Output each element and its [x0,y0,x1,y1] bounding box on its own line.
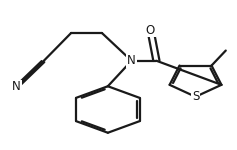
Text: O: O [146,24,155,36]
Text: N: N [127,54,136,67]
Text: N: N [12,81,21,93]
Text: S: S [192,90,199,103]
